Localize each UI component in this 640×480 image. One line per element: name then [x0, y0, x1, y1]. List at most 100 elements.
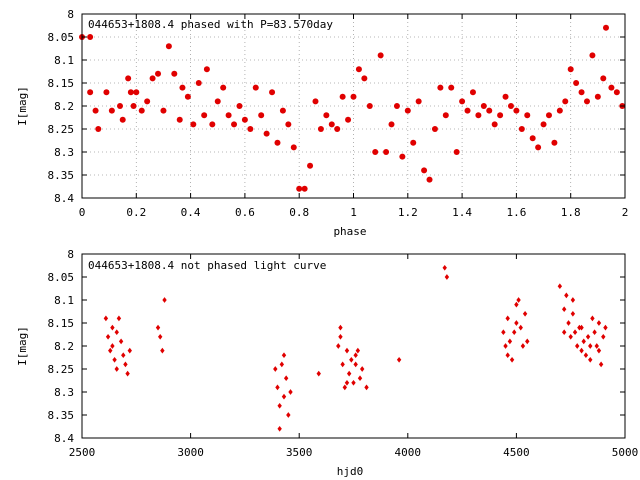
data-point: [393, 103, 400, 109]
data-point: [377, 52, 384, 59]
data-point: [160, 347, 165, 354]
data-point: [503, 343, 508, 349]
y-tick-label: 8.4: [54, 432, 74, 445]
data-point: [87, 34, 94, 40]
data-point: [513, 107, 520, 114]
data-point: [596, 320, 602, 326]
unphased-plot-y-label: I[mag]: [16, 326, 29, 366]
data-point: [317, 126, 324, 132]
data-point: [349, 356, 354, 363]
data-point: [505, 352, 510, 359]
data-point: [583, 98, 590, 105]
data-point: [241, 116, 248, 123]
data-point: [195, 80, 202, 86]
data-point: [231, 121, 238, 128]
data-point: [566, 320, 571, 326]
data-point: [110, 343, 115, 349]
data-point: [516, 297, 521, 303]
data-point: [338, 333, 343, 340]
data-point: [514, 301, 519, 308]
phased-light-curve-panel: 0 0.2 0.4 0.6 0.8 1 1.2 1.4 1.6 1.8 2 8 8.05 8.1 8.15…: [16, 8, 628, 238]
y-tick-label: 8.3: [54, 386, 74, 399]
data-point: [509, 356, 515, 363]
data-point: [383, 149, 390, 155]
data-point: [160, 107, 167, 114]
data-point: [480, 103, 487, 109]
data-point: [572, 329, 578, 336]
phased-plot-grid: [82, 14, 625, 198]
data-point: [301, 185, 308, 192]
phased-plot-x-label: phase: [333, 225, 366, 238]
unphased-plot-frame: [81, 253, 626, 439]
data-point: [334, 126, 341, 132]
y-tick-label: 8.2: [54, 100, 74, 113]
x-tick-label: 0: [79, 206, 86, 219]
data-point: [345, 116, 352, 123]
data-point: [203, 66, 210, 73]
x-tick-label: 4000: [395, 446, 422, 459]
data-point: [108, 347, 113, 354]
data-point: [351, 379, 356, 386]
data-point: [258, 112, 265, 119]
data-point: [561, 306, 567, 313]
data-point: [290, 144, 297, 151]
data-point: [179, 84, 186, 91]
data-point: [353, 361, 358, 368]
unphased-light-curve-panel: 2500 3000 3500 4000 4500 5000 8 8.05 8.1 8.15 8.2…: [16, 248, 638, 478]
data-point: [524, 112, 531, 119]
data-point: [328, 121, 335, 128]
data-point: [562, 98, 569, 105]
data-point: [269, 89, 276, 96]
data-point: [567, 66, 574, 73]
data-point: [364, 384, 369, 391]
data-point: [512, 329, 517, 336]
y-tick-label: 8.15: [48, 317, 75, 330]
data-point: [285, 121, 292, 128]
data-point: [125, 75, 132, 82]
data-point: [247, 126, 254, 132]
data-point: [431, 126, 438, 132]
data-point: [366, 103, 373, 109]
data-point: [359, 366, 365, 372]
data-point: [103, 89, 110, 96]
data-point: [568, 333, 573, 340]
y-tick-label: 8.25: [48, 363, 75, 376]
data-point: [286, 412, 291, 418]
phased-plot-points: [79, 24, 626, 192]
data-point: [426, 176, 433, 183]
data-point: [551, 139, 558, 146]
data-point: [545, 112, 552, 119]
data-point: [281, 352, 287, 359]
x-tick-label: 1.4: [452, 206, 472, 219]
data-point: [155, 70, 162, 77]
data-point: [561, 329, 567, 336]
data-point: [475, 112, 482, 119]
data-point: [114, 366, 119, 372]
data-point: [117, 103, 124, 109]
data-point: [540, 121, 547, 128]
data-point: [404, 107, 411, 114]
data-point: [486, 107, 493, 114]
x-tick-label: 0.4: [181, 206, 201, 219]
y-tick-label: 8.35: [48, 169, 75, 182]
data-point: [388, 121, 395, 128]
data-point: [92, 107, 99, 114]
data-point: [421, 167, 428, 174]
data-point: [583, 352, 589, 359]
data-point: [123, 361, 128, 368]
data-point: [590, 315, 595, 322]
data-point: [312, 98, 319, 105]
data-point: [564, 292, 569, 299]
data-point: [176, 116, 183, 123]
data-point: [357, 375, 363, 382]
data-point: [459, 98, 466, 105]
data-point: [236, 103, 243, 109]
x-tick-label: 2: [622, 206, 629, 219]
data-point: [283, 375, 289, 382]
data-point: [190, 121, 197, 128]
data-point: [296, 185, 303, 192]
data-point: [127, 89, 134, 96]
unphased-plot-points: [103, 264, 608, 432]
data-point: [453, 149, 460, 155]
